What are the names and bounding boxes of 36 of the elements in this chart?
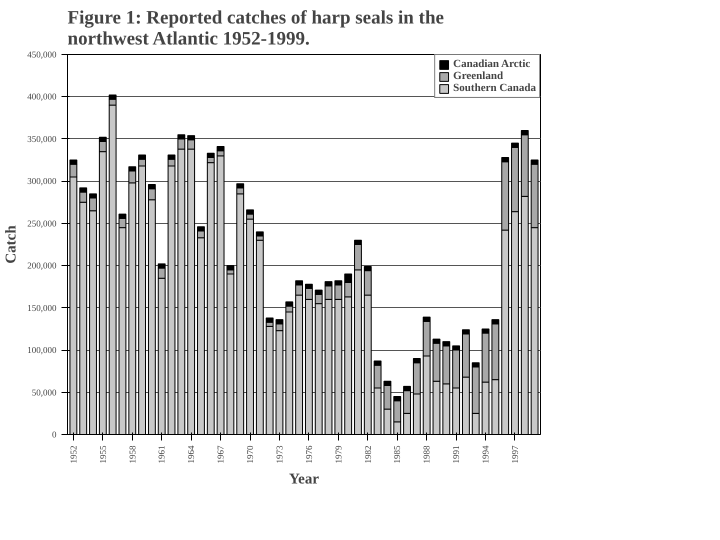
- x-tick-label: 1997: [510, 445, 520, 464]
- y-tick-label: 250,000: [27, 218, 57, 228]
- x-tick-label: 1985: [392, 445, 402, 464]
- x-tick-label: 1973: [274, 445, 284, 464]
- x-tick-label: 1991: [451, 446, 462, 464]
- x-tick-label: 1961: [156, 446, 167, 464]
- x-tick-label: 1979: [333, 445, 344, 464]
- y-tick-label: 300,000: [27, 176, 57, 186]
- y-tick-label: 350,000: [27, 134, 57, 144]
- y-tick-label: 200,000: [27, 260, 57, 271]
- y-tick-label: 150,000: [27, 302, 57, 313]
- y-axis-title: Catch: [3, 224, 20, 264]
- legend-label: Southern Canada: [453, 82, 536, 94]
- y-tick-label: 400,000: [27, 92, 57, 102]
- x-tick-label: 1964: [186, 445, 196, 464]
- x-tick-label: 1952: [68, 446, 78, 464]
- bar: [226, 274, 234, 434]
- x-tick-label: 1982: [362, 446, 373, 464]
- legend-label: Greenland: [453, 70, 504, 82]
- x-tick-label: 1970: [245, 445, 256, 464]
- x-tick-label: 1958: [127, 445, 138, 464]
- x-tick-label: 1955: [98, 445, 108, 464]
- y-tick-label: 450,000: [27, 50, 57, 60]
- x-tick-label: 1967: [216, 445, 226, 464]
- legend-label: Canadian Arctic: [453, 58, 530, 70]
- y-tick-label: 100,000: [27, 345, 57, 356]
- bar: [256, 231, 264, 237]
- y-tick-label: 50,000: [32, 387, 57, 398]
- x-tick-label: 1988: [422, 445, 432, 464]
- y-tick-label: 0: [52, 430, 57, 440]
- bar: [226, 265, 234, 270]
- chart-title: Figure 1: Reported catches of harp seals in the northwest Atlantic 1952-1999.: [68, 8, 444, 50]
- x-tick-label: 1976: [304, 445, 314, 464]
- x-axis-title: Year: [289, 472, 320, 488]
- x-tick-label: 1994: [480, 445, 491, 464]
- bar: [206, 162, 215, 434]
